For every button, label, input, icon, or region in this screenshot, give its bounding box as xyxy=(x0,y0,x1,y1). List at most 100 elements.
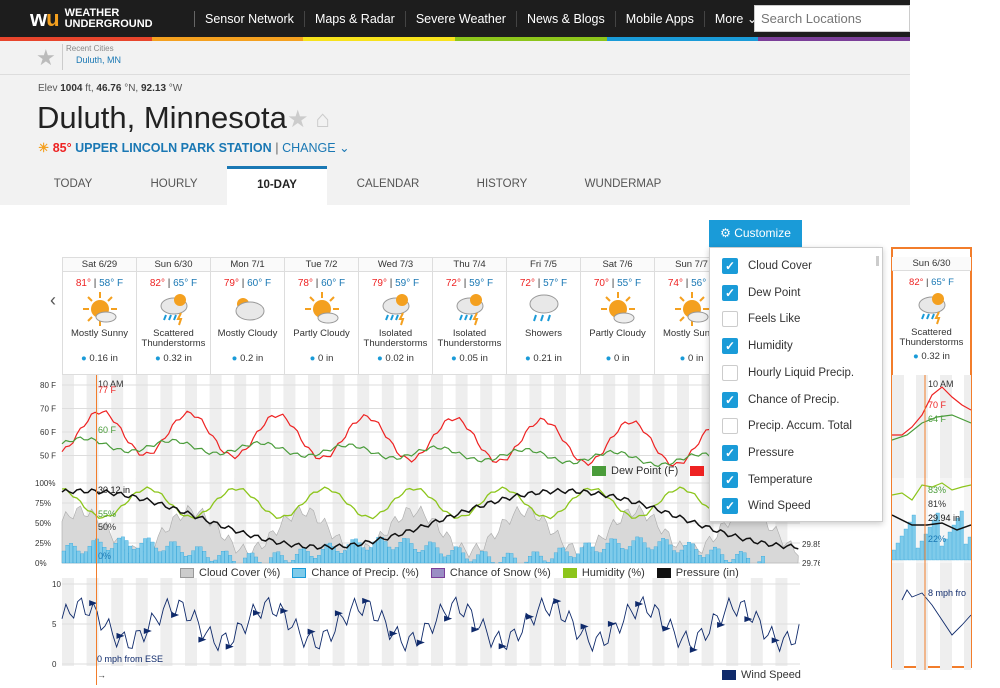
customize-option[interactable]: ✓ Temperature xyxy=(722,471,813,489)
precip-chance-bar xyxy=(431,542,436,564)
wu-logo-mark: wu xyxy=(30,6,60,31)
customize-option[interactable]: ✓ Humidity xyxy=(722,337,793,355)
forecast-day[interactable]: Mon 7/1 79° | 60° F Mostly Cloudy ● 0.2 in xyxy=(210,258,284,374)
checkbox[interactable]: ✓ xyxy=(722,391,738,408)
home-icon[interactable]: ⌂ xyxy=(315,106,330,133)
forecast-day[interactable]: Sun 6/30 82° | 65° F Scattered Thunderstor… xyxy=(136,258,210,374)
precip-chance-bar xyxy=(947,531,952,561)
precip-chance-bar xyxy=(180,552,184,564)
checkbox[interactable]: ✓ xyxy=(722,471,738,488)
tab-calendar[interactable]: CALENDAR xyxy=(356,178,420,190)
change-station-link[interactable]: CHANGE ⌄ xyxy=(282,141,350,155)
forecast-precip: ● 0.02 in xyxy=(377,353,414,364)
night-band xyxy=(185,578,197,666)
raindrop-icon: ● xyxy=(451,353,457,364)
checkbox[interactable] xyxy=(722,311,738,328)
precip-chance-bar xyxy=(579,547,584,564)
checkbox[interactable]: ✓ xyxy=(722,284,738,301)
dew-point-series xyxy=(61,436,795,469)
forecast-day[interactable]: Thu 7/4 72° | 59° F Isolated Thunderstorms… xyxy=(432,258,506,374)
option-label: Pressure xyxy=(748,446,795,459)
legend-dew-point: Dew Point (F) xyxy=(611,465,679,477)
y-tick-label: 70 F xyxy=(40,405,56,414)
tab-hourly[interactable]: HOURLY xyxy=(150,178,198,190)
customize-button[interactable]: ⚙ Customize xyxy=(709,220,802,247)
forecast-day[interactable]: Sat 7/6 70° | 55° F Partly Cloudy ● 0 in xyxy=(580,258,654,374)
nav-maps-radar[interactable]: Maps & Radar xyxy=(303,10,405,27)
precip-chance-bar xyxy=(250,552,255,564)
customize-option[interactable]: Precip. Accum. Total xyxy=(722,417,852,435)
forecast-date: Fri 7/5 xyxy=(507,258,580,272)
customize-option[interactable]: ✓ Pressure xyxy=(722,444,794,462)
checkbox[interactable] xyxy=(722,364,738,381)
precip-chance-bar xyxy=(539,555,543,564)
checkbox[interactable]: ✓ xyxy=(722,444,738,461)
station-name[interactable]: UPPER LINCOLN PARK STATION xyxy=(75,141,272,155)
precip-chance-bar xyxy=(963,543,968,561)
precip-chance-bar xyxy=(365,549,369,564)
precip-chance-bar xyxy=(895,542,900,561)
checkbox[interactable] xyxy=(722,418,738,435)
forecast-date: Tue 7/2 xyxy=(285,258,358,272)
checkbox[interactable]: ✓ xyxy=(722,498,738,515)
nav-severe-weather[interactable]: Severe Weather xyxy=(404,10,516,27)
tab-history[interactable]: HISTORY xyxy=(476,178,528,190)
y-tick-label: 50 F xyxy=(40,452,56,461)
night-band xyxy=(775,578,788,666)
legend-swatch xyxy=(592,466,606,476)
night-band xyxy=(381,578,394,666)
customize-option[interactable]: ✓ Cloud Cover xyxy=(722,257,812,275)
tab-today[interactable]: TODAY xyxy=(53,178,93,190)
customize-option[interactable]: Hourly Liquid Precip. xyxy=(722,364,854,382)
precip-chance-bar xyxy=(320,549,325,564)
forecast-day[interactable]: Wed 7/3 79° | 59° F Isolated Thunderstorms… xyxy=(358,258,432,374)
forecast-day[interactable]: Sat 6/29 81° | 58° F Mostly Sunny ● 0.16 in xyxy=(62,258,136,374)
search-input[interactable] xyxy=(755,6,909,31)
customize-option[interactable]: ✓ Dew Point xyxy=(722,284,800,302)
precip-chance-bar xyxy=(202,551,207,564)
night-band xyxy=(578,578,591,666)
precip-chance-bar xyxy=(298,548,303,564)
nav-mobile-apps[interactable]: Mobile Apps xyxy=(614,10,704,27)
scrollbar[interactable] xyxy=(876,256,879,266)
favorite-star-icon[interactable]: ★ xyxy=(287,106,309,133)
forecast-day[interactable]: Tue 7/2 78° | 60° F Partly Cloudy ● 0 in xyxy=(284,258,358,374)
wind-legend: Wind Speed xyxy=(722,669,801,681)
precip-chance-bar xyxy=(535,551,540,564)
night-band xyxy=(554,375,566,480)
legend-swatch xyxy=(656,568,671,578)
wu-logo[interactable]: wu WEATHER UNDERGROUND xyxy=(30,6,153,32)
y-tick-label: 0 xyxy=(52,660,57,669)
checkbox[interactable]: ✓ xyxy=(722,338,738,355)
star-icon[interactable]: ★ xyxy=(36,45,56,70)
precip-chance-bar xyxy=(113,542,118,564)
precip-chance-bar xyxy=(923,533,928,561)
night-band xyxy=(652,375,665,480)
customize-option[interactable]: Feels Like xyxy=(722,310,800,328)
precip-chance-bar xyxy=(605,542,610,564)
precip-chance-bar xyxy=(546,562,551,564)
nav-news-blogs[interactable]: News & Blogs xyxy=(515,10,615,27)
checkbox[interactable]: ✓ xyxy=(722,258,738,274)
precip-chance-bar xyxy=(331,546,336,564)
precip-chance-bar xyxy=(439,553,443,564)
prev-arrow-icon[interactable]: ‹ xyxy=(50,290,56,310)
nav-more[interactable]: More ⌄ xyxy=(703,10,767,27)
nav-sensor-network[interactable]: Sensor Network xyxy=(194,10,304,27)
customize-option[interactable]: ✓ Wind Speed xyxy=(722,497,811,515)
precip-chance-bar xyxy=(572,557,577,564)
tab-wundermap[interactable]: WUNDERMAP xyxy=(584,178,662,190)
customize-option[interactable]: ✓ Chance of Precip. xyxy=(722,391,839,409)
precip-chance-bar xyxy=(568,556,573,564)
forecast-strip: Sat 6/29 81° | 58° F Mostly Sunny ● 0.16 in… xyxy=(62,257,732,375)
tab-10-day[interactable]: 10-DAY xyxy=(227,166,327,205)
forecast-day[interactable]: Fri 7/5 72° | 57° F Showers ● 0.21 in xyxy=(506,258,580,374)
precip-chance-bar xyxy=(616,543,621,564)
wind-direction-arrow xyxy=(416,639,425,646)
precip-chance-bar xyxy=(919,540,924,561)
night-band xyxy=(86,578,99,666)
recent-city-link[interactable]: Duluth, MN xyxy=(76,55,122,65)
precip-chance-bar xyxy=(61,550,66,564)
precip-chance-bar xyxy=(694,549,699,564)
precip-chance-bar xyxy=(343,550,347,564)
